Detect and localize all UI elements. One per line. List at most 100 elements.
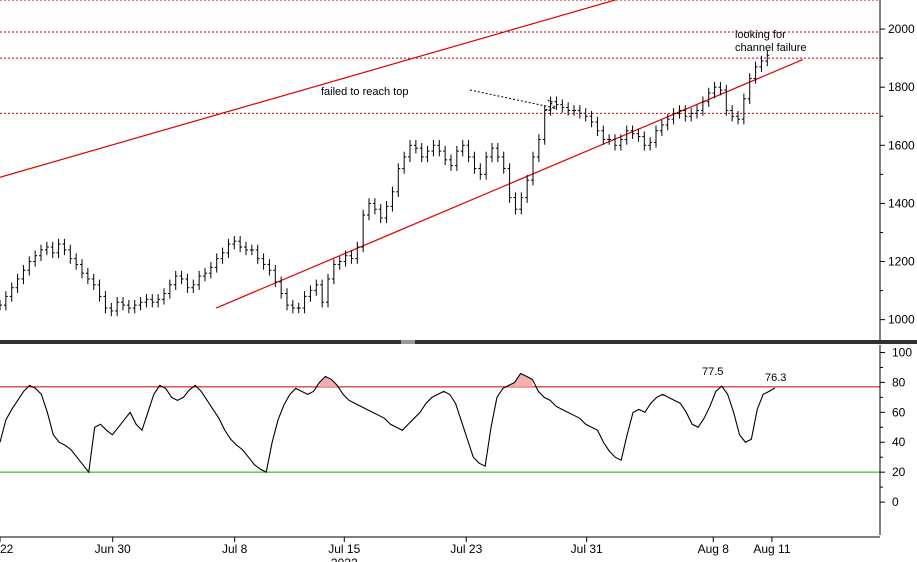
price-bar bbox=[636, 128, 641, 142]
panel-separator[interactable] bbox=[0, 340, 917, 344]
rsi-overbought-fill bbox=[319, 373, 533, 387]
rsi-tick-label: 20 bbox=[892, 465, 906, 479]
price-bar bbox=[244, 241, 249, 256]
price-bar bbox=[595, 116, 600, 136]
price-bar bbox=[501, 151, 506, 174]
price-bar bbox=[273, 265, 278, 288]
price-bar bbox=[74, 253, 79, 270]
price-bar bbox=[68, 244, 73, 264]
price-bar bbox=[326, 273, 331, 308]
price-tick-label: 1400 bbox=[888, 196, 915, 210]
price-bar bbox=[208, 262, 213, 279]
rsi-tick-label: 100 bbox=[892, 345, 912, 359]
price-bar bbox=[214, 253, 219, 273]
price-bar bbox=[396, 163, 401, 198]
price-bar bbox=[279, 276, 284, 299]
price-tick-label: 2000 bbox=[888, 22, 915, 36]
price-bar bbox=[349, 250, 354, 264]
x-tick-label: 22 bbox=[0, 542, 14, 556]
price-bar bbox=[601, 125, 606, 145]
price-bar bbox=[490, 142, 495, 163]
price-bar bbox=[296, 302, 301, 314]
price-bar bbox=[741, 93, 746, 125]
price-bar bbox=[126, 299, 131, 314]
price-bar bbox=[736, 111, 741, 125]
rsi-reference-lines bbox=[0, 386, 880, 473]
price-bar bbox=[314, 279, 319, 296]
price-channel-lines bbox=[0, 0, 804, 309]
x-tick-label: Aug 8 bbox=[698, 542, 730, 556]
price-bar bbox=[525, 174, 530, 203]
price-bar bbox=[566, 102, 571, 116]
price-bar bbox=[167, 279, 172, 299]
price-bar bbox=[337, 256, 342, 270]
price-bar bbox=[367, 198, 372, 221]
price-y-axis: 1000 1200 1400 1600 1800 2000 bbox=[879, 0, 915, 340]
price-bar bbox=[255, 244, 260, 264]
price-bar bbox=[261, 253, 266, 270]
price-series bbox=[0, 49, 770, 317]
price-bar bbox=[536, 134, 541, 163]
price-bar bbox=[138, 296, 143, 311]
price-bar bbox=[290, 299, 295, 314]
price-bar bbox=[689, 108, 694, 122]
price-bar bbox=[220, 247, 225, 264]
price-tick-label: 1200 bbox=[888, 255, 915, 269]
price-bar bbox=[162, 288, 167, 305]
rsi-tick-label: 80 bbox=[892, 375, 906, 389]
price-bar bbox=[671, 108, 676, 125]
x-tick-label: Jun 30 bbox=[95, 542, 131, 556]
price-bar bbox=[33, 250, 38, 267]
price-bar bbox=[27, 256, 32, 276]
price-bar bbox=[91, 273, 96, 291]
price-bar bbox=[156, 294, 161, 308]
x-tick-label: Jul 31 bbox=[571, 542, 603, 556]
price-bar bbox=[665, 113, 670, 131]
price-bar bbox=[560, 99, 565, 113]
price-bar bbox=[238, 235, 243, 253]
panel-divider[interactable] bbox=[0, 340, 917, 344]
price-bar bbox=[173, 270, 178, 291]
price-tick-label: 1800 bbox=[888, 80, 915, 94]
price-bar bbox=[431, 140, 436, 157]
price-bar bbox=[109, 302, 114, 317]
price-bar bbox=[413, 140, 418, 154]
rsi-series bbox=[0, 372, 776, 474]
price-bar bbox=[513, 192, 518, 215]
price-bar bbox=[548, 96, 553, 116]
channel-upper-line bbox=[0, 0, 618, 178]
price-bar bbox=[542, 105, 547, 145]
price-bar bbox=[718, 81, 723, 96]
chart-annotations: failed to reach top looking for channel … bbox=[321, 29, 807, 384]
price-bar bbox=[9, 282, 14, 302]
price-bar bbox=[56, 238, 61, 259]
price-bar bbox=[308, 285, 313, 302]
price-bar bbox=[624, 125, 629, 145]
price-bar bbox=[507, 163, 512, 203]
price-bar bbox=[765, 49, 770, 67]
price-bar bbox=[443, 145, 448, 166]
price-bar bbox=[495, 142, 500, 163]
x-tick-label: Aug 11 bbox=[753, 542, 790, 556]
rsi-value-label-763: 76.3 bbox=[765, 372, 786, 384]
price-bar bbox=[179, 270, 184, 285]
rsi-line bbox=[0, 372, 776, 474]
price-bar bbox=[0, 299, 2, 311]
price-bar bbox=[554, 96, 559, 110]
price-bar bbox=[21, 265, 26, 285]
price-bar bbox=[618, 134, 623, 151]
panel-divider-grip[interactable] bbox=[401, 340, 415, 344]
price-bar bbox=[408, 140, 413, 163]
rsi-tick-label: 60 bbox=[892, 405, 906, 419]
price-bar bbox=[331, 259, 336, 285]
rsi-overbought-area bbox=[319, 376, 338, 387]
price-bar bbox=[472, 151, 477, 174]
price-bar bbox=[577, 105, 582, 119]
price-bar bbox=[419, 142, 424, 163]
price-bar bbox=[115, 296, 120, 317]
price-bar bbox=[3, 291, 8, 311]
price-bar bbox=[15, 273, 20, 293]
annotation-channel-failure-line2: channel failure bbox=[735, 42, 807, 54]
price-bar bbox=[759, 55, 764, 73]
